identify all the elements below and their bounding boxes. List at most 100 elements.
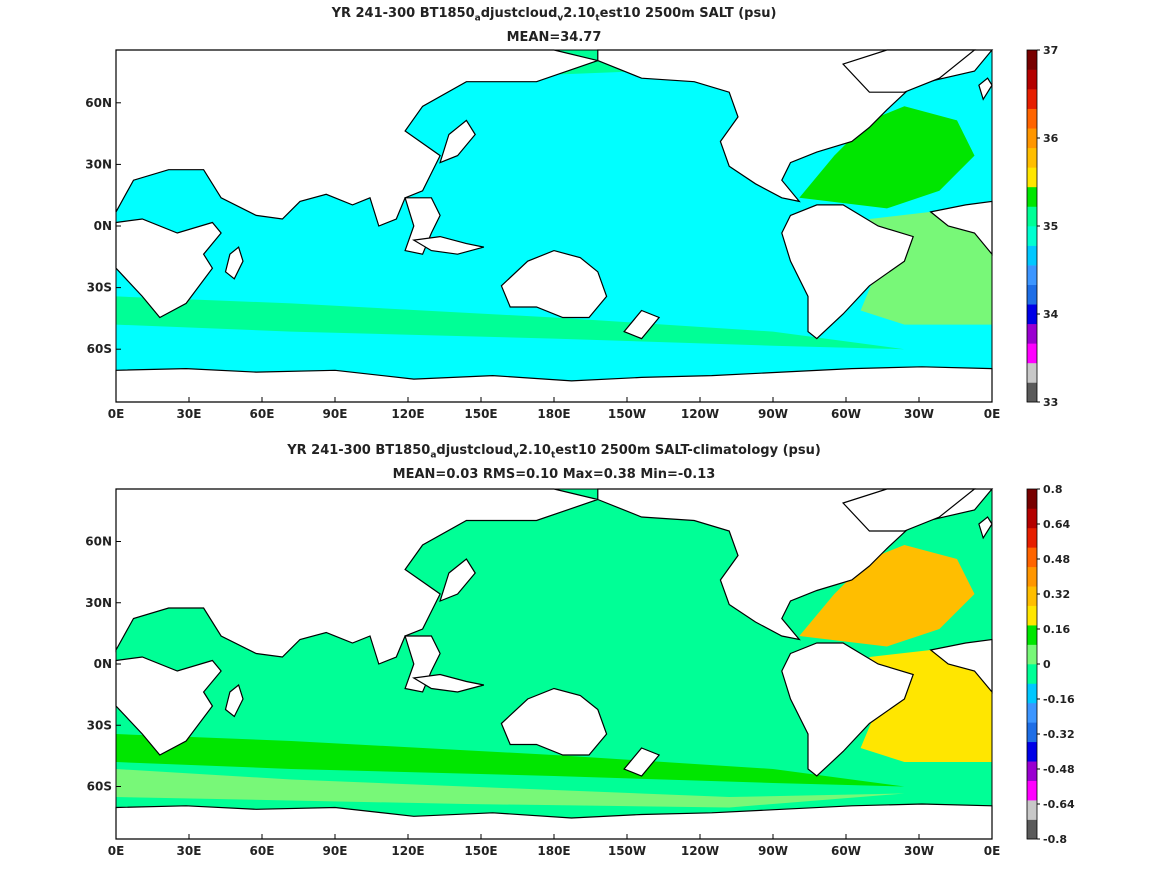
colorbar-segment <box>1027 382 1037 403</box>
land-s_america <box>781 204 914 340</box>
colorbar-segment <box>1027 167 1037 188</box>
x-tick-label: 180E <box>537 844 570 858</box>
y-tick-label: 30N <box>85 596 112 610</box>
x-tick-label: 60W <box>831 407 861 421</box>
colorbar-label: 0.32 <box>1043 588 1070 601</box>
x-tick-label: 60E <box>250 407 275 421</box>
colorbar-segment <box>1027 761 1037 781</box>
ocean-region-north-atlantic <box>799 545 975 647</box>
y-tick-label: 30N <box>85 157 112 171</box>
ocean-region-north-atlantic <box>799 106 975 209</box>
colorbar-segment <box>1027 605 1037 626</box>
colorbar-label: -0.64 <box>1043 798 1075 811</box>
x-tick-label: 120W <box>681 407 719 421</box>
colorbar-label: 0 <box>1043 658 1051 671</box>
x-tick-label: 30E <box>177 844 202 858</box>
x-tick-label: 120E <box>391 407 424 421</box>
colorbar-segment <box>1027 722 1037 743</box>
land-nz <box>623 747 661 777</box>
x-tick-label: 60E <box>250 844 275 858</box>
colorbar-segment <box>1027 50 1037 70</box>
land-s_america <box>781 642 914 777</box>
x-tick-label: 90W <box>758 407 788 421</box>
colorbar-segment <box>1027 741 1037 762</box>
x-tick-label: 180E <box>537 407 570 421</box>
land-africa_main <box>115 656 222 756</box>
colorbar-segment <box>1027 780 1037 801</box>
x-tick-label: 150W <box>608 844 646 858</box>
land-japan <box>439 119 476 164</box>
colorbar-segment <box>1027 206 1037 227</box>
colorbar-segment <box>1027 527 1037 548</box>
colorbar-segment <box>1027 304 1037 325</box>
land-australia <box>500 687 608 756</box>
colorbar-label: 0.48 <box>1043 553 1070 566</box>
x-tick-label: 0E <box>108 407 125 421</box>
colorbar-segment <box>1027 664 1037 684</box>
y-tick-label: 60S <box>87 780 112 794</box>
colorbar-segment <box>1027 69 1037 90</box>
land-australia <box>500 249 608 319</box>
colorbar-segment <box>1027 644 1037 665</box>
colorbar-label: 33 <box>1043 396 1058 409</box>
colorbar-segment <box>1027 586 1037 606</box>
colorbar-segment <box>1027 343 1037 364</box>
colorbar-segment <box>1027 625 1037 645</box>
land-nz <box>623 309 661 340</box>
colorbar-label: -0.16 <box>1043 693 1075 706</box>
colorbar-segment <box>1027 226 1037 246</box>
colorbar-segment <box>1027 683 1037 704</box>
colorbar-segment <box>1027 128 1037 149</box>
colorbar-segment <box>1027 89 1037 109</box>
x-tick-label: 120E <box>391 844 424 858</box>
land-indonesia <box>412 235 485 255</box>
colorbar-segment <box>1027 108 1037 129</box>
x-tick-label: 30E <box>177 407 202 421</box>
colorbar-label: 37 <box>1043 44 1058 57</box>
x-tick-label: 150E <box>464 844 497 858</box>
x-tick-label: 30W <box>904 407 934 421</box>
land-eurasia <box>115 49 600 227</box>
x-tick-label: 90E <box>323 407 348 421</box>
x-tick-label: 150E <box>464 407 497 421</box>
x-tick-label: 150W <box>608 407 646 421</box>
colorbar-segment <box>1027 362 1037 383</box>
colorbar-segment <box>1027 489 1037 509</box>
colorbar-segment <box>1027 323 1037 344</box>
colorbar-segment <box>1027 284 1037 305</box>
colorbar-segment <box>1027 566 1037 587</box>
x-tick-label: 120W <box>681 844 719 858</box>
x-tick-label: 90E <box>323 844 348 858</box>
colorbar-label: 36 <box>1043 132 1059 145</box>
colorbar-segment <box>1027 702 1037 723</box>
colorbar-segment <box>1027 245 1037 266</box>
x-tick-label: 0E <box>108 844 125 858</box>
colorbar-segment <box>1027 265 1037 285</box>
x-tick-label: 60W <box>831 844 861 858</box>
land-madagascar <box>224 683 244 718</box>
land-eurasia <box>115 488 600 665</box>
ocean-region-southern-band <box>116 734 905 787</box>
x-tick-label: 30W <box>904 844 934 858</box>
map-panel-2: 0E 30E 60E 90E 120E 150E 180E 150W 120W 90W 60W 30W… <box>85 483 1075 858</box>
ocean-region-southern-outer <box>116 769 905 808</box>
colorbar-label: -0.8 <box>1043 833 1067 846</box>
y-tick-label: 0N <box>94 657 112 671</box>
colorbar-segment <box>1027 819 1037 840</box>
colorbar-segment <box>1027 186 1037 207</box>
x-tick-label: 0E <box>984 407 1001 421</box>
map-panel-1: 0E 30E 60E 90E 120E 150E 180E 150W 120W 90W 60W 30W… <box>85 44 1058 421</box>
land-africa_main <box>115 218 222 319</box>
colorbar-label: -0.32 <box>1043 728 1075 741</box>
colorbar-segment <box>1027 547 1037 568</box>
y-tick-label: 30S <box>87 718 112 732</box>
colorbar-label: 0.16 <box>1043 623 1070 636</box>
colorbar-segment <box>1027 147 1037 168</box>
land-japan <box>439 558 476 603</box>
colorbar-segment <box>1027 508 1037 529</box>
panel1-title: YR 241-300 BT1850adjustcloudv2.10test10 … <box>331 6 777 24</box>
colorbar-segment <box>1027 800 1037 820</box>
land-indonesia <box>412 673 485 693</box>
colorbar-label: 34 <box>1043 308 1059 321</box>
